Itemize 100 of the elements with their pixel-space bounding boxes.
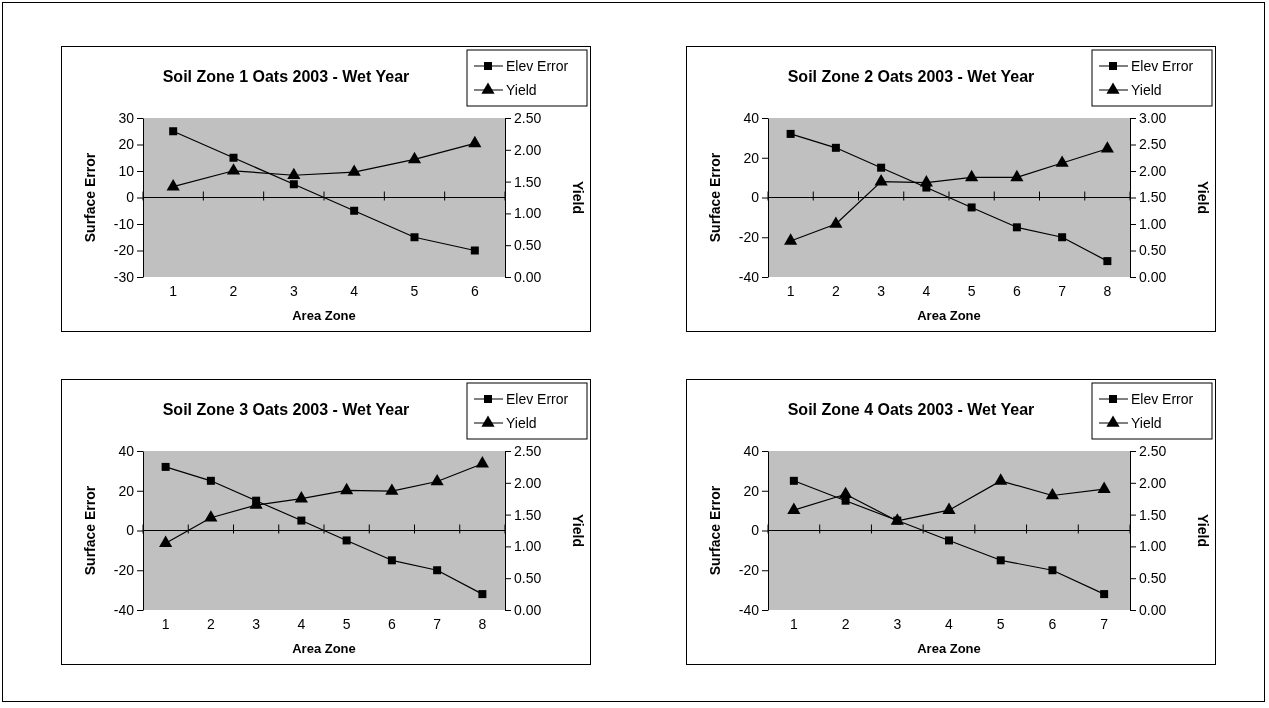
y-tick-label: 0 [751, 522, 760, 539]
y2-tick-label: 1.50 [1139, 506, 1167, 523]
y2-axis-title: Yield [570, 514, 586, 547]
x-tick-label: 5 [967, 283, 976, 299]
x-tick-label: 2 [841, 616, 850, 632]
y2-tick-label: 2.50 [514, 442, 542, 459]
y2-tick-label: 2.00 [514, 141, 542, 158]
y2-tick-label: 2.00 [514, 474, 542, 491]
x-tick-label: 3 [893, 616, 902, 632]
y-tick-label: -40 [738, 601, 760, 618]
x-tick-label: 4 [922, 283, 931, 299]
y2-tick-label: 0.50 [514, 237, 542, 254]
y2-tick-label: 0.50 [514, 570, 542, 587]
legend-label: Elev Error [1131, 391, 1194, 407]
x-tick-label: 6 [1012, 283, 1021, 299]
x-tick-label: 7 [1100, 616, 1109, 632]
y2-tick-label: 0.50 [1139, 570, 1167, 587]
y2-tick-label: 1.00 [514, 205, 542, 222]
y-tick-label: -20 [113, 562, 135, 579]
x-tick-label: 6 [387, 616, 396, 632]
y2-tick-label: 2.50 [1139, 442, 1167, 459]
x-tick-label: 5 [410, 283, 419, 299]
x-tick-label: 8 [1103, 283, 1112, 299]
y-tick-label: 20 [118, 136, 135, 153]
y-tick-label: 0 [751, 189, 760, 206]
y-tick-label: -40 [113, 601, 135, 618]
y-tick-label: -40 [738, 268, 760, 285]
x-axis-title: Area Zone [292, 641, 356, 656]
x-tick-label: 2 [229, 283, 238, 299]
y-tick-label: 0 [126, 522, 135, 539]
y-tick-label: 40 [118, 442, 135, 459]
y2-tick-label: 0.00 [1139, 601, 1167, 618]
y-tick-label: -20 [738, 229, 760, 246]
y-tick-label: -20 [738, 562, 760, 579]
y2-tick-label: 0.00 [514, 268, 542, 285]
y2-tick-label: 1.50 [514, 506, 542, 523]
y2-tick-label: 2.50 [514, 109, 542, 126]
legend-label: Yield [1131, 415, 1162, 431]
x-tick-label: 5 [342, 616, 351, 632]
legend-label: Yield [1131, 82, 1162, 98]
y2-axis-title: Yield [1195, 514, 1211, 547]
y2-tick-label: 0.50 [1139, 242, 1167, 259]
chart-title: Soil Zone 4 Oats 2003 - Wet Year [787, 401, 1035, 418]
y-tick-label: 20 [743, 482, 760, 499]
y2-tick-label: 2.50 [1139, 136, 1167, 153]
y-tick-label: -10 [113, 215, 135, 232]
y2-tick-label: 2.00 [1139, 162, 1167, 179]
y-axis-title: Surface Error [82, 485, 98, 576]
x-tick-label: 2 [831, 283, 840, 299]
x-tick-label: 3 [877, 283, 886, 299]
y-tick-label: 10 [118, 162, 135, 179]
x-axis-title: Area Zone [917, 641, 981, 656]
y2-tick-label: 1.00 [1139, 215, 1167, 232]
y2-axis-title: Yield [570, 181, 586, 214]
y2-axis-title: Yield [1195, 181, 1211, 214]
y-tick-label: -30 [113, 268, 135, 285]
x-tick-label: 1 [789, 616, 798, 632]
y2-tick-label: 0.00 [1139, 268, 1167, 285]
y2-tick-label: 2.00 [1139, 474, 1167, 491]
x-tick-label: 1 [786, 283, 795, 299]
legend-label: Elev Error [1131, 58, 1194, 74]
y2-tick-label: 1.50 [1139, 189, 1167, 206]
y-tick-label: 40 [743, 442, 760, 459]
x-tick-label: 4 [945, 616, 954, 632]
x-tick-label: 6 [1048, 616, 1057, 632]
y2-tick-label: 1.00 [1139, 538, 1167, 555]
y-tick-label: 20 [743, 149, 760, 166]
y-tick-label: 0 [126, 189, 135, 206]
x-tick-label: 1 [161, 616, 170, 632]
legend-label: Yield [506, 82, 537, 98]
legend-label: Yield [506, 415, 537, 431]
x-tick-label: 1 [169, 283, 178, 299]
y2-tick-label: 1.00 [514, 538, 542, 555]
x-tick-label: 7 [433, 616, 442, 632]
y-axis-title: Surface Error [82, 152, 98, 243]
legend-label: Elev Error [506, 391, 569, 407]
x-tick-label: 4 [350, 283, 359, 299]
x-tick-label: 3 [289, 283, 298, 299]
y2-tick-label: 0.00 [514, 601, 542, 618]
y-axis-title: Surface Error [707, 152, 723, 243]
y2-tick-label: 1.50 [514, 173, 542, 190]
y-axis-title: Surface Error [707, 485, 723, 576]
y-tick-label: 30 [118, 109, 135, 126]
chart-title: Soil Zone 2 Oats 2003 - Wet Year [787, 68, 1035, 85]
x-tick-label: 4 [297, 616, 306, 632]
x-tick-label: 5 [996, 616, 1005, 632]
x-tick-label: 3 [252, 616, 261, 632]
y-tick-label: -20 [113, 242, 135, 259]
x-tick-label: 7 [1058, 283, 1067, 299]
x-tick-label: 2 [206, 616, 215, 632]
chart-title: Soil Zone 3 Oats 2003 - Wet Year [162, 401, 410, 418]
x-tick-label: 6 [470, 283, 479, 299]
y-tick-label: 40 [743, 109, 760, 126]
x-axis-title: Area Zone [917, 308, 981, 323]
x-axis-title: Area Zone [292, 308, 356, 323]
y2-tick-label: 3.00 [1139, 109, 1167, 126]
chart-title: Soil Zone 1 Oats 2003 - Wet Year [162, 68, 410, 85]
y-tick-label: 20 [118, 482, 135, 499]
x-tick-label: 8 [478, 616, 487, 632]
legend-label: Elev Error [506, 58, 569, 74]
